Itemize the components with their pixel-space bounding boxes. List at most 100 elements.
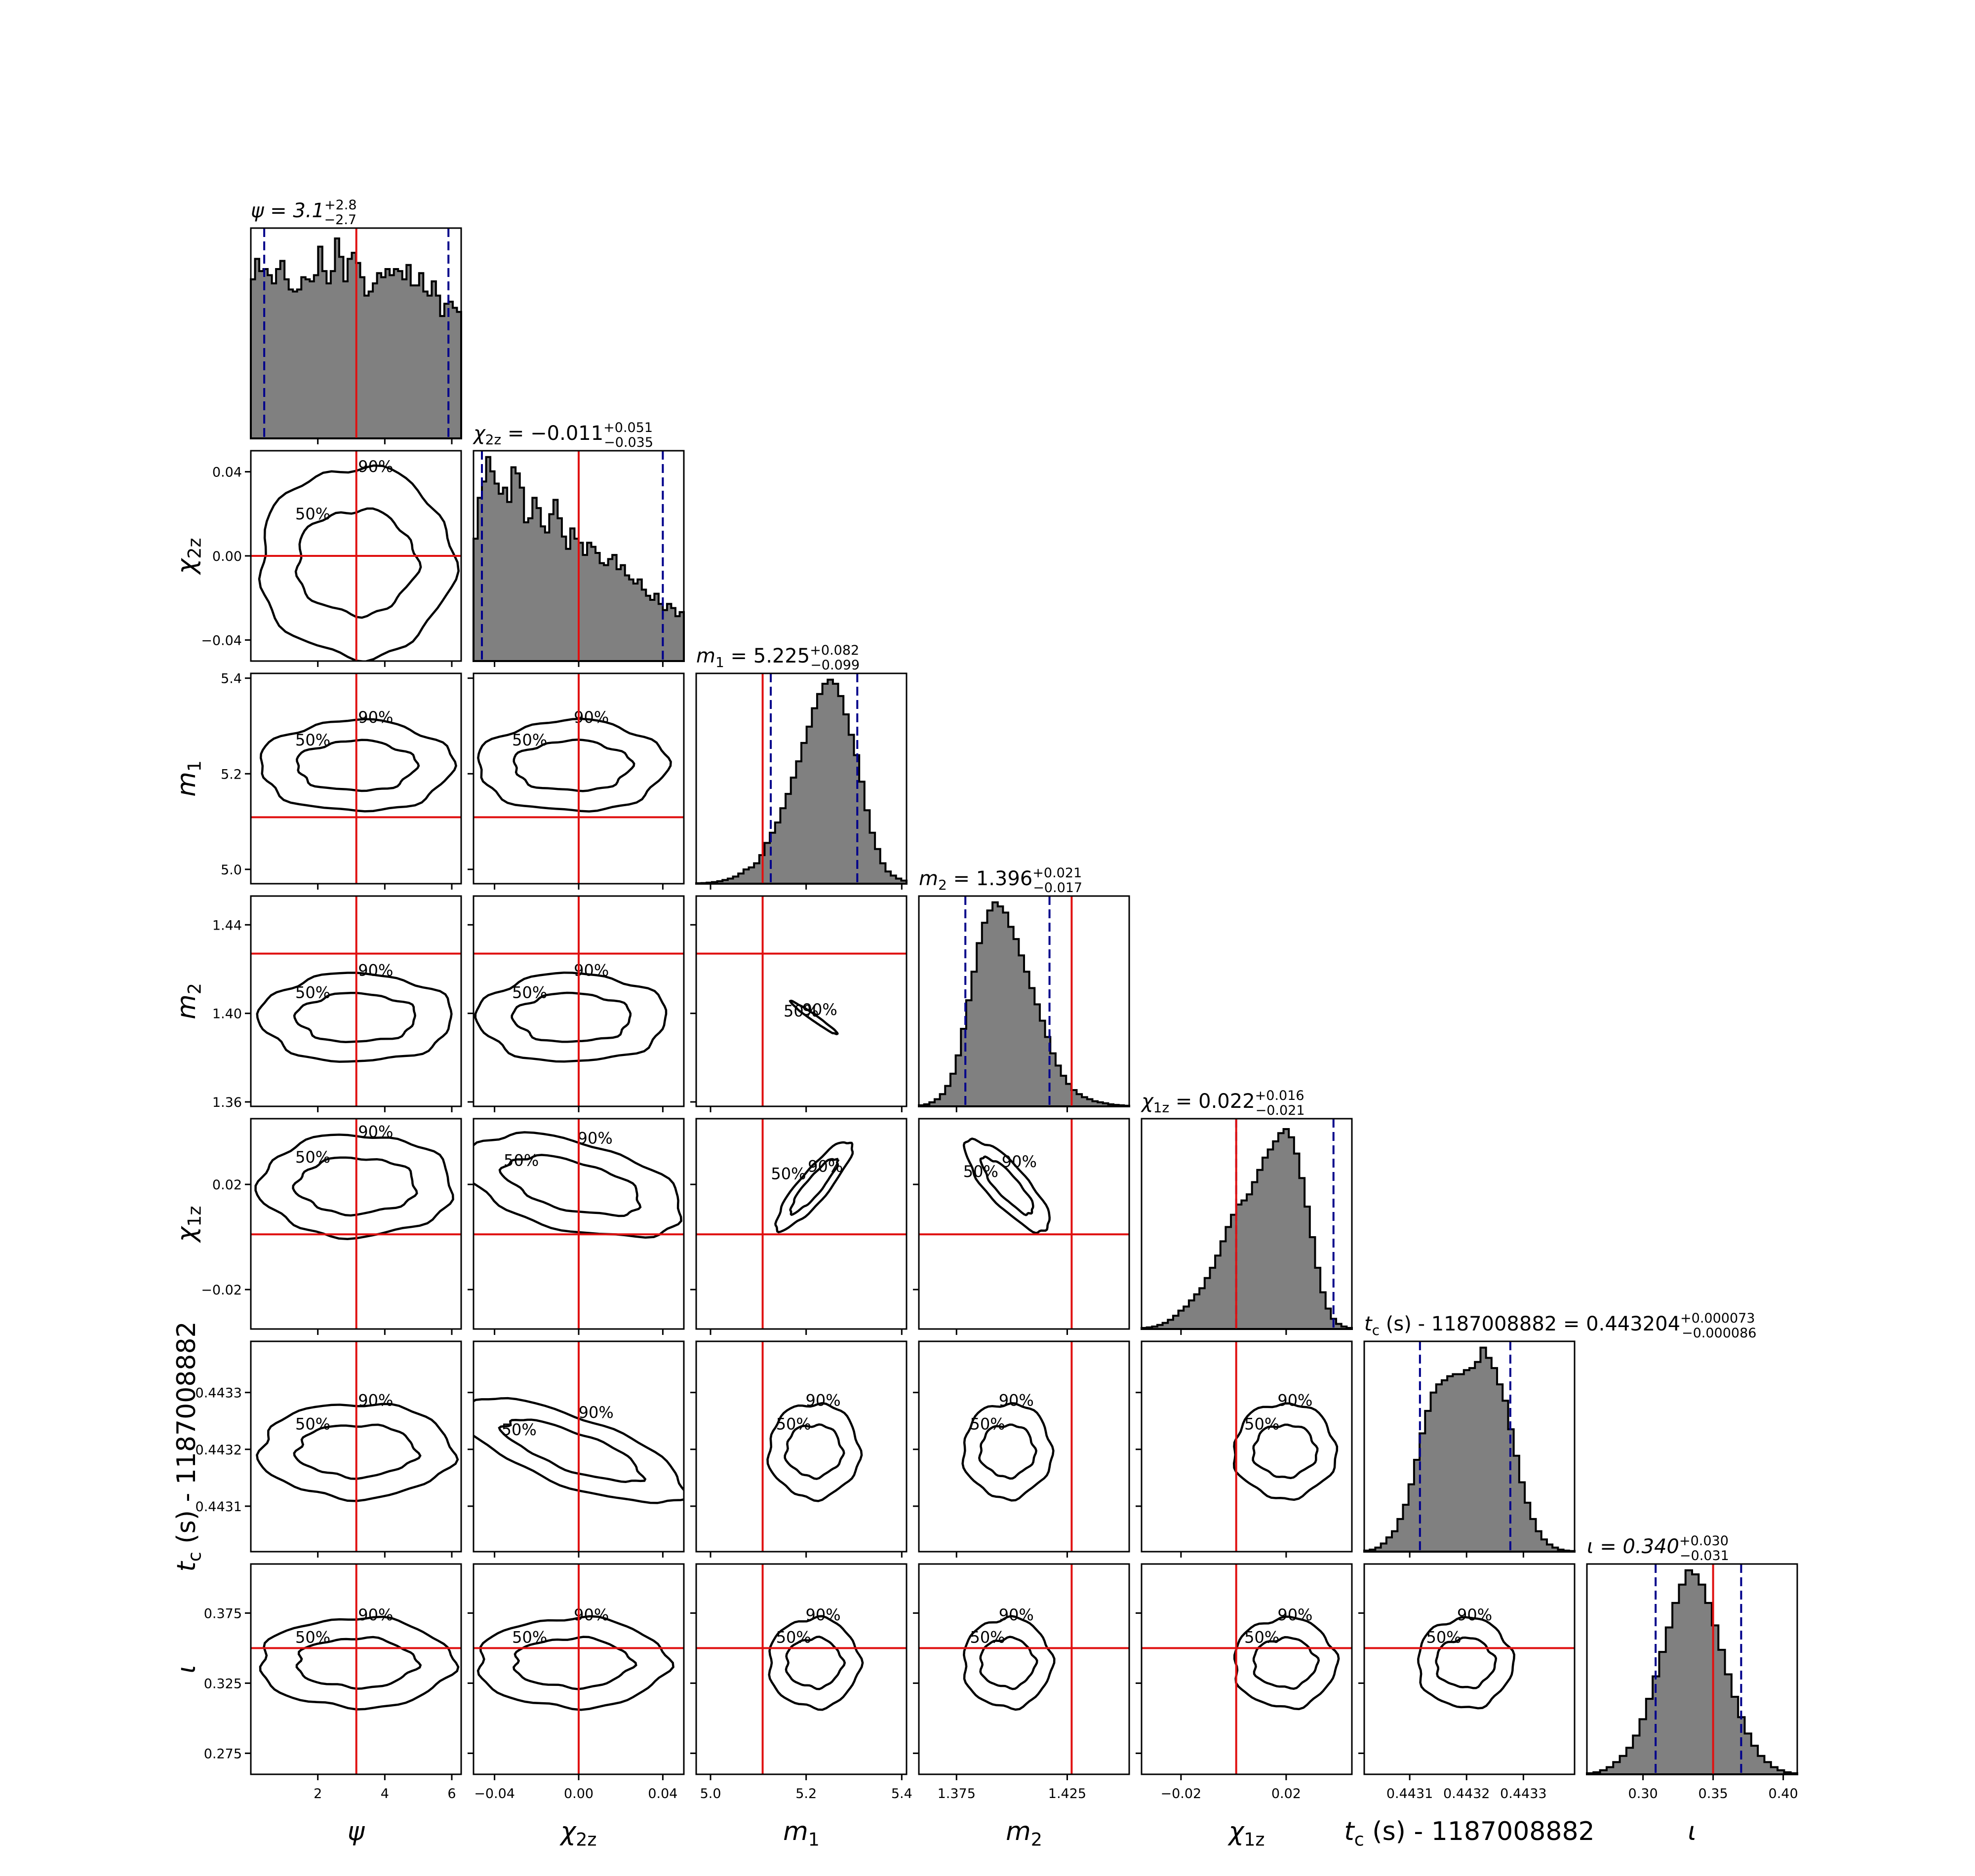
contour-50 [1435, 1636, 1498, 1689]
contour-label-50: 50% [1244, 1628, 1279, 1646]
y-tick-label: −0.04 [201, 633, 242, 648]
joint-panel-m2-iota: 50%90% [918, 1563, 1130, 1775]
hist-panel-m2: m2 = 1.396+0.021 −0.017 [918, 865, 1130, 1107]
panel-title: χ1z = 0.022+0.016 −0.021 [1141, 1088, 1305, 1118]
contour-90 [1232, 1402, 1339, 1501]
contour-label-50: 50% [512, 731, 547, 749]
joint-panel-psi-iota: 50% 90% [250, 1563, 462, 1775]
contour-50 [498, 1154, 642, 1217]
contour-label-50: 50% [776, 1414, 811, 1433]
x-tick-label: 5.4 [891, 1786, 912, 1801]
panel-frame [695, 672, 908, 885]
panel-title: tc (s) - 1187008882 = 0.443204+0.000073−… [1364, 1311, 1756, 1341]
contour-label-50: 50% [512, 1628, 547, 1646]
contour-label-90: 90% [358, 1605, 393, 1624]
panel-frame [250, 672, 462, 885]
contour-90 [963, 1615, 1056, 1711]
contour-90 [774, 1141, 854, 1234]
axis-label-text: χ1z [172, 1206, 205, 1243]
y-tick-label: 5.2 [221, 767, 242, 782]
contour-label-90: 90% [578, 1129, 613, 1147]
contour-90 [1417, 1616, 1515, 1710]
contour-90 [259, 718, 457, 813]
panel-frame [1141, 1340, 1353, 1553]
panel-title: χ2z = −0.011+0.051 −0.035 [473, 420, 653, 450]
joint-panel-m1-chi1z: 50% 90% [695, 1118, 908, 1330]
x-tick-label: 5.2 [795, 1786, 817, 1801]
x-tick-label: 0.04 [648, 1786, 677, 1801]
panel-frame [250, 895, 462, 1107]
panel-title: m2 = 1.396+0.021 −0.017 [919, 865, 1082, 896]
hist-panel-iota: ι = 0.340+0.030 −0.031 [1586, 1533, 1798, 1775]
contour-90 [258, 464, 460, 661]
hist-panel-tc: tc (s) - 1187008882 = 0.443204+0.000073−… [1363, 1311, 1756, 1553]
y-tick-label: 0.375 [204, 1606, 242, 1621]
contour-label-50: 50% [1244, 1414, 1279, 1433]
contour-label-50: 50% [295, 1148, 330, 1167]
x-tick-label: 0.30 [1628, 1786, 1658, 1801]
contour-50 [294, 507, 422, 619]
contour-label-50: 50% [776, 1628, 811, 1646]
y-tick-label: 1.44 [212, 918, 242, 933]
x-tick-label: −0.02 [1161, 1786, 1202, 1801]
contour-label-50: 50% [963, 1162, 998, 1181]
contour-90 [477, 717, 672, 813]
x-tick-label: 1.425 [1048, 1786, 1086, 1801]
contour-90 [474, 1131, 682, 1239]
contour-label-50: 50% [970, 1414, 1005, 1433]
contour-label-90: 90% [802, 1000, 837, 1019]
contour-label-50: 50% [512, 983, 547, 1002]
panel-frame [250, 1563, 462, 1775]
y-tick-label: 5.0 [221, 862, 242, 878]
x-tick-label: 0.35 [1698, 1786, 1728, 1801]
joint-panel-chi1z-iota: 50%90% [1141, 1563, 1353, 1775]
y-tick-label: 1.36 [212, 1095, 242, 1110]
panel-frame [695, 1118, 908, 1330]
contour-50 [296, 739, 420, 792]
axis-label-text: tc (s) - 1187008882 [172, 1321, 205, 1571]
joint-panel-m1-tc: 50%90% [695, 1340, 908, 1553]
contour-50 [293, 1423, 422, 1480]
contour-label-90: 90% [999, 1605, 1034, 1624]
contour-label-90: 90% [358, 457, 393, 476]
contour-90 [259, 1615, 460, 1711]
contour-label-50: 50% [295, 1414, 330, 1433]
contour-50 [511, 991, 632, 1043]
contour-label-90: 90% [1277, 1605, 1312, 1624]
contour-label-90: 90% [808, 1157, 843, 1175]
hist-panel-chi1z: χ1z = 0.022+0.016 −0.021 [1141, 1088, 1353, 1330]
histogram-m2 [918, 901, 1130, 1107]
joint-panel-psi-m2: 50% 90% [250, 895, 462, 1107]
x-tick-label: 5.0 [700, 1786, 721, 1801]
panel-frame [1363, 1563, 1576, 1775]
contour-90 [766, 1402, 863, 1502]
y-axis-label-tc: tc (s) - 1187008882 [172, 1321, 205, 1571]
contour-label-90: 90% [999, 1391, 1034, 1409]
joint-panel-m1-iota: 50%90% [695, 1563, 908, 1775]
panel-title: m1 = 5.225+0.082 −0.099 [696, 643, 860, 673]
contour-90 [474, 971, 668, 1063]
x-tick-label: 0.40 [1769, 1786, 1798, 1801]
joint-panel-chi2z-tc: 50% 90% [473, 1340, 685, 1553]
joint-panel-psi-m1: 50% 90% [250, 672, 462, 885]
x-tick-label: 0.4432 [1443, 1786, 1490, 1801]
contour-label-90: 90% [579, 1403, 614, 1422]
contour-90 [474, 1397, 684, 1504]
contour-50 [1252, 1636, 1320, 1690]
contour-label-50: 50% [295, 731, 330, 749]
joint-panel-m2-chi1z: 50%90% [918, 1118, 1130, 1330]
joint-panel-chi2z-iota: 50%90% [473, 1563, 685, 1775]
contour-label-50: 50% [970, 1628, 1005, 1646]
x-tick-label: 6 [447, 1786, 456, 1801]
contour-90 [789, 999, 839, 1035]
contour-label-90: 90% [358, 1123, 393, 1141]
axis-label-text: ι [172, 1665, 201, 1674]
contour-90 [256, 1403, 459, 1502]
contour-50 [789, 1158, 839, 1216]
contour-label-50: 50% [1426, 1628, 1462, 1646]
contour-90 [961, 1402, 1055, 1502]
joint-panel-tc-iota: 50%90% [1363, 1563, 1576, 1775]
x-axis-label-m2: m2 [1006, 1817, 1042, 1850]
panel-frame [1141, 1563, 1353, 1775]
hist-panel-m1: m1 = 5.225+0.082 −0.099 [695, 643, 908, 885]
